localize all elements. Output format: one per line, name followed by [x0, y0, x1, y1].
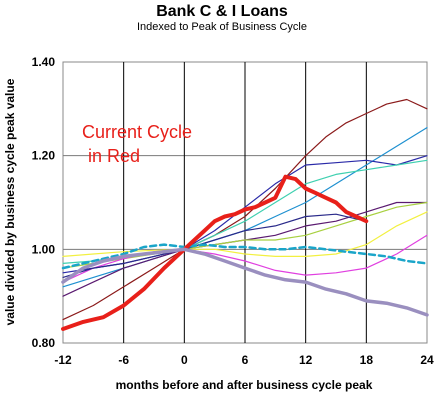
- y-tick-label: 0.80: [32, 336, 56, 350]
- series-line-3: [61, 243, 429, 270]
- series-line-12: [62, 213, 367, 278]
- x-tick-label: 24: [420, 353, 434, 367]
- x-tick-label: -6: [118, 353, 129, 367]
- series-line-2: [61, 247, 429, 317]
- annotation-line-2: in Red: [88, 146, 140, 166]
- series-line-11: [62, 234, 428, 283]
- y-tick-label: 1.20: [32, 149, 56, 163]
- x-tick-label: 12: [299, 353, 313, 367]
- series-line-10: [62, 211, 428, 257]
- series-line-4: [62, 98, 428, 321]
- y-axis-label: value divided by business cycle peak val…: [3, 78, 17, 325]
- annotation-line-1: Current Cycle: [82, 122, 192, 142]
- y-tick-label: 1.00: [32, 242, 56, 256]
- x-axis-label: months before and after business cycle p…: [116, 378, 373, 392]
- x-tick-label: -12: [54, 353, 72, 367]
- chart-subtitle: Indexed to Peak of Business Cycle: [137, 21, 307, 33]
- chart-title: Bank C & I Loans: [156, 3, 288, 20]
- x-tick-label: 6: [242, 353, 249, 367]
- y-tick-label: 1.40: [32, 55, 56, 69]
- x-tick-label: 0: [181, 353, 188, 367]
- x-tick-label: 18: [360, 353, 374, 367]
- series-line-1: [61, 174, 369, 331]
